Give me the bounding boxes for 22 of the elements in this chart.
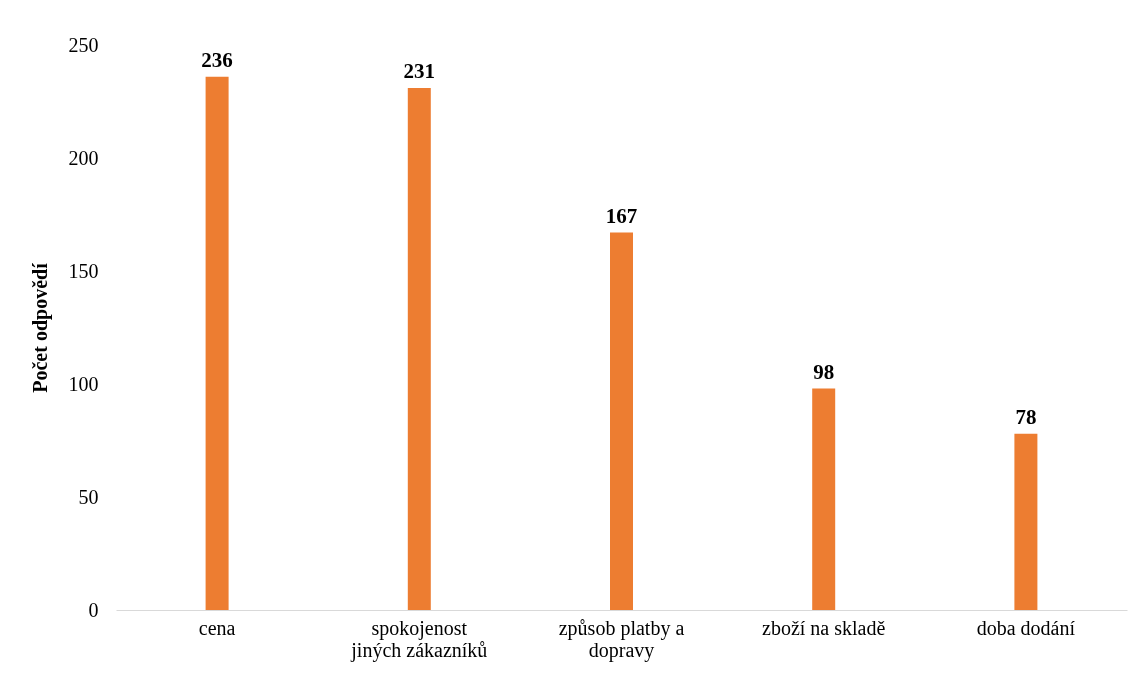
data-label: 98 xyxy=(813,359,835,384)
x-tick-label: způsob platby a dopravy xyxy=(558,616,685,662)
x-tick-label: zboží na skladě xyxy=(762,616,886,639)
data-label: 236 xyxy=(201,47,233,72)
y-tick-label: 50 xyxy=(78,485,99,508)
y-tick-label: 100 xyxy=(68,372,99,395)
data-label: 78 xyxy=(1015,404,1037,429)
data-label: 231 xyxy=(403,58,436,83)
bar xyxy=(205,76,229,610)
data-label: 167 xyxy=(605,203,638,228)
bar xyxy=(407,87,431,610)
y-axis-title: Počet odpovědí xyxy=(28,262,52,393)
y-tick-label: 0 xyxy=(88,598,99,621)
bar xyxy=(1014,433,1038,610)
bar xyxy=(610,232,633,610)
x-tick-label: doba dodání xyxy=(976,616,1076,639)
y-tick-label: 250 xyxy=(68,33,99,56)
x-tick-label: spokojenost jiných zákazníků xyxy=(350,616,488,662)
bar xyxy=(812,388,836,610)
x-tick-label: cena xyxy=(198,616,236,639)
y-tick-label: 150 xyxy=(68,259,99,282)
y-tick-label: 200 xyxy=(68,146,99,169)
